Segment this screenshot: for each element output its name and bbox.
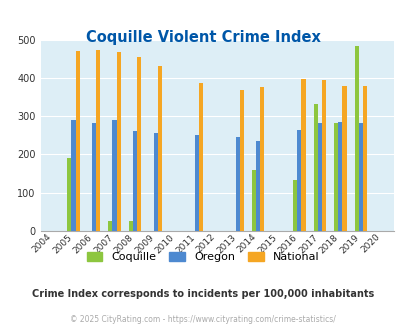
Bar — [112, 120, 116, 231]
Bar — [296, 130, 301, 231]
Bar — [317, 123, 321, 231]
Bar — [96, 50, 100, 231]
Bar — [67, 158, 71, 231]
Bar — [75, 51, 79, 231]
Bar — [256, 142, 260, 231]
Bar — [313, 104, 317, 231]
Bar — [342, 85, 346, 231]
Bar — [362, 86, 366, 231]
Bar — [157, 66, 161, 231]
Bar — [133, 131, 137, 231]
Bar — [194, 135, 198, 231]
Legend: Coquille, Oregon, National: Coquille, Oregon, National — [82, 248, 323, 267]
Bar — [198, 83, 202, 231]
Bar — [337, 121, 342, 231]
Bar — [358, 123, 362, 231]
Bar — [239, 90, 243, 231]
Bar — [128, 221, 133, 231]
Bar — [292, 180, 296, 231]
Bar — [92, 123, 96, 231]
Bar — [301, 79, 305, 231]
Bar — [354, 46, 358, 231]
Bar — [71, 120, 75, 231]
Bar — [333, 123, 337, 231]
Bar — [153, 133, 157, 231]
Bar — [116, 52, 120, 231]
Bar — [108, 221, 112, 231]
Bar — [252, 170, 256, 231]
Bar — [137, 57, 141, 231]
Bar — [235, 137, 239, 231]
Bar — [321, 80, 325, 231]
Text: © 2025 CityRating.com - https://www.cityrating.com/crime-statistics/: © 2025 CityRating.com - https://www.city… — [70, 315, 335, 324]
Bar — [260, 87, 264, 231]
Text: Crime Index corresponds to incidents per 100,000 inhabitants: Crime Index corresponds to incidents per… — [32, 289, 373, 299]
Text: Coquille Violent Crime Index: Coquille Violent Crime Index — [85, 30, 320, 45]
